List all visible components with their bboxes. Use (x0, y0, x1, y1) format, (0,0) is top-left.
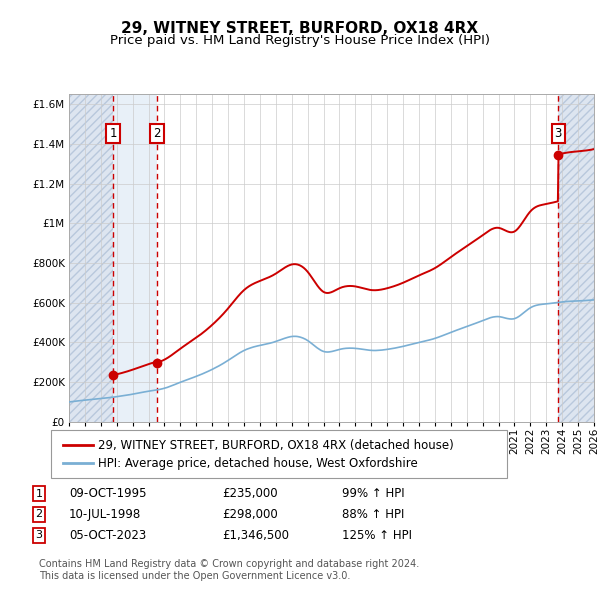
Text: Price paid vs. HM Land Registry's House Price Index (HPI): Price paid vs. HM Land Registry's House … (110, 34, 490, 47)
Text: HPI: Average price, detached house, West Oxfordshire: HPI: Average price, detached house, West… (98, 457, 418, 470)
Text: 09-OCT-1995: 09-OCT-1995 (69, 487, 146, 500)
Text: 1: 1 (109, 127, 117, 140)
Text: 1: 1 (35, 489, 43, 499)
Text: 29, WITNEY STREET, BURFORD, OX18 4RX: 29, WITNEY STREET, BURFORD, OX18 4RX (121, 21, 479, 35)
Text: 3: 3 (35, 530, 43, 540)
Bar (558, 94, 594, 422)
Text: 88% ↑ HPI: 88% ↑ HPI (342, 508, 404, 521)
Text: £235,000: £235,000 (222, 487, 278, 500)
Bar (69, 94, 113, 422)
Text: 3: 3 (554, 127, 562, 140)
Bar (113, 94, 157, 422)
Text: 29, WITNEY STREET, BURFORD, OX18 4RX (detached house): 29, WITNEY STREET, BURFORD, OX18 4RX (de… (98, 439, 454, 452)
Text: Contains HM Land Registry data © Crown copyright and database right 2024.
This d: Contains HM Land Registry data © Crown c… (39, 559, 419, 581)
Text: £1,346,500: £1,346,500 (222, 529, 289, 542)
Text: 2: 2 (35, 510, 43, 519)
Text: 125% ↑ HPI: 125% ↑ HPI (342, 529, 412, 542)
Text: 05-OCT-2023: 05-OCT-2023 (69, 529, 146, 542)
Text: 2: 2 (153, 127, 161, 140)
Text: £298,000: £298,000 (222, 508, 278, 521)
Text: 99% ↑ HPI: 99% ↑ HPI (342, 487, 404, 500)
Text: 10-JUL-1998: 10-JUL-1998 (69, 508, 141, 521)
